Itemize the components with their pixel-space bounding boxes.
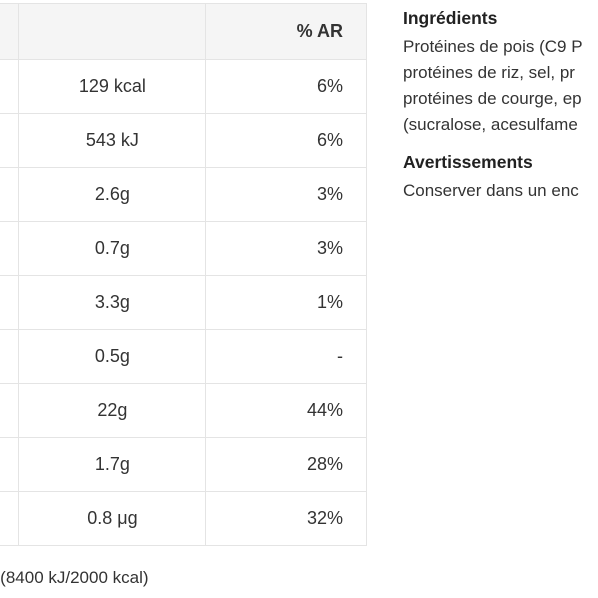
table-row: 543 kJ 6%	[0, 113, 367, 168]
row-label	[0, 491, 20, 546]
row-ar: 28%	[205, 437, 367, 492]
row-value: 0.8 μg	[18, 491, 207, 546]
nutrition-table: % AR 129 kcal 6% 543 kJ 6% 2.6g 3% 0.7g …	[0, 3, 367, 546]
table-header-row: % AR	[0, 3, 367, 60]
warnings-text: Conserver dans un enc	[403, 181, 579, 200]
ingredients-line: (sucralose, acesulfame	[403, 115, 578, 134]
row-ar: -	[205, 329, 367, 384]
header-label-cell	[0, 3, 20, 60]
row-ar: 6%	[205, 113, 367, 168]
row-value: 2.6g	[18, 167, 207, 222]
warnings-title: Avertissements	[403, 152, 533, 172]
row-label	[0, 167, 20, 222]
table-row: 0.7g 3%	[0, 221, 367, 276]
row-value: 0.5g	[18, 329, 207, 384]
row-ar: 3%	[205, 167, 367, 222]
row-label	[0, 437, 20, 492]
table-row: 3.3g 1%	[0, 275, 367, 330]
row-value: 1.7g	[18, 437, 207, 492]
row-label	[0, 113, 20, 168]
row-label	[0, 275, 20, 330]
ingredients-line: Protéines de pois (C9 P	[403, 37, 583, 56]
row-label	[0, 59, 20, 114]
row-value: 0.7g	[18, 221, 207, 276]
row-label	[0, 329, 20, 384]
header-value-cell	[18, 3, 207, 60]
row-value: 543 kJ	[18, 113, 207, 168]
row-label	[0, 221, 20, 276]
row-value: 22g	[18, 383, 207, 438]
table-row: 129 kcal 6%	[0, 59, 367, 114]
row-ar: 1%	[205, 275, 367, 330]
row-value: 3.3g	[18, 275, 207, 330]
row-ar: 3%	[205, 221, 367, 276]
ingredients-line: protéines de riz, sel, pr	[403, 63, 575, 82]
table-row: 0.8 μg 32%	[0, 491, 367, 546]
row-ar: 6%	[205, 59, 367, 114]
header-ar-cell: % AR	[205, 3, 367, 60]
warnings-block: Avertissements Conserver dans un enc	[403, 150, 598, 204]
table-row: 22g 44%	[0, 383, 367, 438]
table-row: 1.7g 28%	[0, 437, 367, 492]
product-info-section: Ingrédients Protéines de pois (C9 P prot…	[403, 6, 598, 204]
row-label	[0, 383, 20, 438]
table-row: 2.6g 3%	[0, 167, 367, 222]
row-value: 129 kcal	[18, 59, 207, 114]
ingredients-title: Ingrédients	[403, 8, 498, 28]
table-row: 0.5g -	[0, 329, 367, 384]
ingredients-block: Ingrédients Protéines de pois (C9 P prot…	[403, 6, 598, 138]
row-ar: 32%	[205, 491, 367, 546]
ingredients-line: protéines de courge, ep	[403, 89, 582, 108]
row-ar: 44%	[205, 383, 367, 438]
reference-intake-footnote: n (8400 kJ/2000 kcal)	[0, 568, 149, 587]
